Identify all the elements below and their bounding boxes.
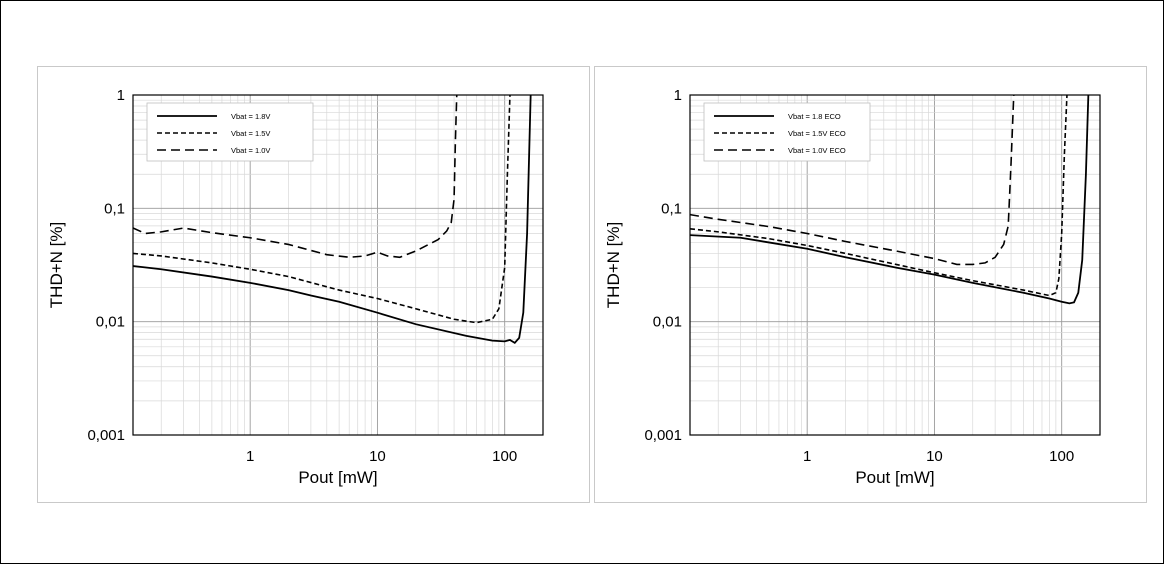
x-tick-label: 100 xyxy=(1049,448,1074,465)
x-tick-label: 1 xyxy=(803,448,811,465)
x-tick-label: 10 xyxy=(369,448,386,465)
chart-panel-standard: 0,001 0,01 0,1 1 1 10 100 Pout [mW] THD+N [%] Vba… xyxy=(37,66,590,503)
chart-thdn-vs-pout-standard: 0,001 0,01 0,1 1 1 10 100 Pout [mW] THD+N [%] Vba… xyxy=(47,87,544,487)
legend-label-2: Vbat = 1.5V xyxy=(231,129,270,138)
y-tick-label: 0,01 xyxy=(653,314,682,331)
legend-label-1: Vbat = 1.8 ECO xyxy=(788,112,841,121)
chart-panel-eco: 0,001 0,01 0,1 1 1 10 100 Pout [mW] THD+N [%] Vba… xyxy=(594,66,1147,503)
legend-label-1: Vbat = 1.8V xyxy=(231,112,270,121)
x-tick-label: 1 xyxy=(246,448,254,465)
plot-border xyxy=(132,94,544,436)
legend-label-3: Vbat = 1.0V xyxy=(231,146,270,155)
y-tick-label: 1 xyxy=(674,87,682,104)
series-line-2 xyxy=(689,94,1068,297)
legend-box xyxy=(703,102,871,162)
legend: Vbat = 1.8 ECO Vbat = 1.5V ECO Vbat = 1.0V… xyxy=(703,102,871,162)
chart-thdn-vs-pout-eco: 0,001 0,01 0,1 1 1 10 100 Pout [mW] THD+N [%] Vba… xyxy=(604,87,1101,487)
series-line-2 xyxy=(132,94,511,324)
legend-label-2: Vbat = 1.5V ECO xyxy=(788,129,846,138)
y-tick-label: 0,001 xyxy=(644,427,682,444)
y-tick-label: 0,1 xyxy=(104,200,125,217)
x-tick-label: 10 xyxy=(926,448,943,465)
y-tick-label: 0,01 xyxy=(96,314,125,331)
x-tick-label: 100 xyxy=(492,448,517,465)
y-tick-label: 0,001 xyxy=(87,427,125,444)
legend-box xyxy=(146,102,314,162)
series-line-3 xyxy=(132,94,458,259)
legend-label-3: Vbat = 1.0V ECO xyxy=(788,146,846,155)
plot-border xyxy=(689,94,1101,436)
y-axis-label: THD+N [%] xyxy=(604,222,623,308)
series-line-1 xyxy=(689,94,1090,305)
series-line-1 xyxy=(132,94,532,345)
legend: Vbat = 1.8V Vbat = 1.5V Vbat = 1.0V xyxy=(146,102,314,162)
y-tick-label: 0,1 xyxy=(661,200,682,217)
x-axis-label: Pout [mW] xyxy=(855,468,934,487)
x-axis-label: Pout [mW] xyxy=(298,468,377,487)
y-axis-label: THD+N [%] xyxy=(47,222,66,308)
series-line-3 xyxy=(689,94,1015,266)
y-tick-label: 1 xyxy=(117,87,125,104)
